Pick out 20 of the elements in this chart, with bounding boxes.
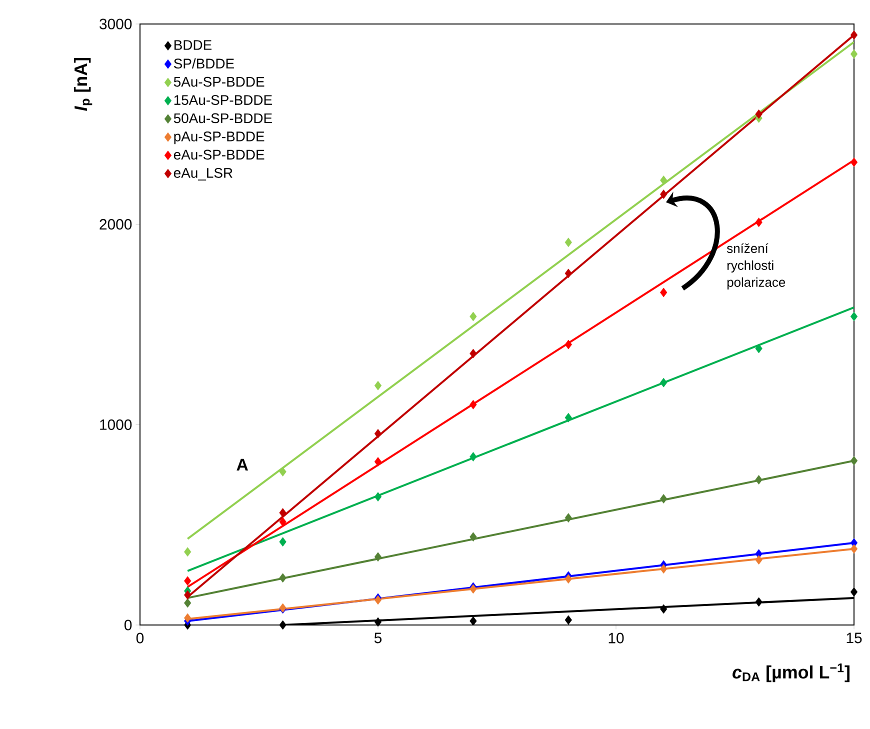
y-tick-label: 3000 xyxy=(100,18,132,30)
legend-label: pAu-SP-BDDE xyxy=(174,132,264,144)
legend-label: 50Au-SP-BDDE xyxy=(174,113,272,124)
y-tick-label: 0 xyxy=(124,620,132,630)
y-tick-label: 2000 xyxy=(100,219,132,230)
x-tick-label: 15 xyxy=(846,632,862,644)
y-axis-title: I$_{p}$ [nA] xyxy=(74,58,92,111)
y-tick-label: 1000 xyxy=(100,419,132,430)
x-axis-title: c$_{DA}$ [µmol L$^{−1}$] xyxy=(732,664,850,682)
x-tick-label: 5 xyxy=(374,632,382,644)
legend-label: eAu_LSR xyxy=(174,168,232,180)
legend-label: 15Au-SP-BDDE xyxy=(174,95,272,105)
legend-label: BDDE xyxy=(174,40,212,50)
annotation: A xyxy=(236,458,248,471)
legend-label: 5Au-SP-BDDE xyxy=(174,76,264,87)
x-tick-label: 10 xyxy=(608,632,624,644)
x-tick-label: 0 xyxy=(136,632,144,644)
legend-label: SP/BDDE xyxy=(174,58,234,69)
annotation: snížení rychlosti polarizace xyxy=(726,243,786,290)
legend-label: eAu-SP-BDDE xyxy=(174,150,264,160)
